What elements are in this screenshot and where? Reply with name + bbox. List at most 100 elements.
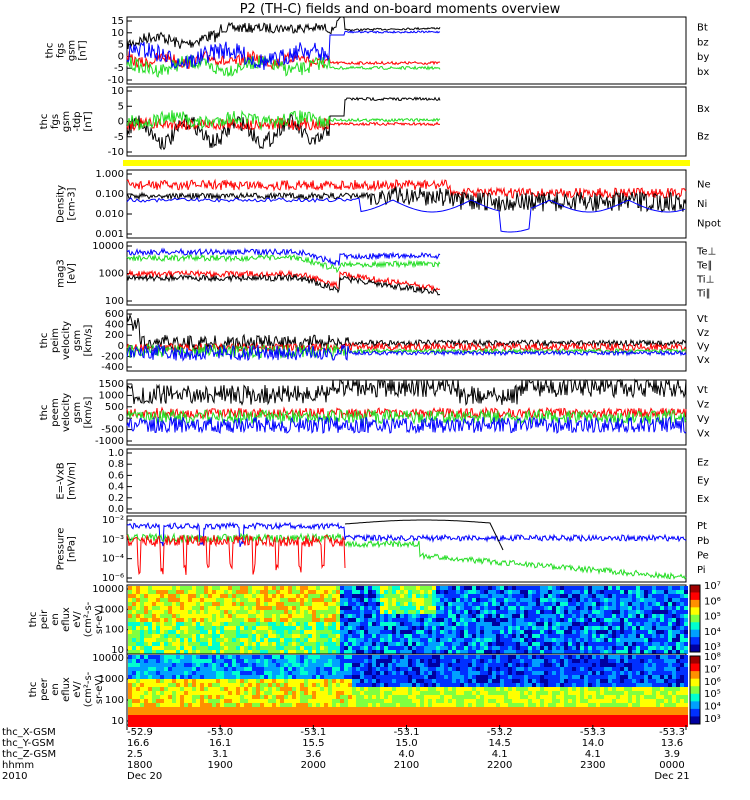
y-label: (cm²-s-	[83, 601, 94, 637]
series-Bz	[126, 116, 441, 132]
x-row-label: thc_Z-GSM	[2, 749, 56, 760]
y-tick-label: 0	[118, 117, 124, 128]
series-Vx	[126, 343, 687, 362]
x-tick-label: -52.9	[127, 727, 153, 738]
series-Vz	[126, 341, 687, 353]
y-tick-label: 1000	[99, 604, 124, 615]
y-label: thc	[39, 333, 50, 349]
colorbar-cell	[690, 585, 700, 593]
colorbar-cell	[690, 592, 700, 601]
y-label: [nT]	[78, 40, 89, 60]
legend-Te⊥: Te⊥	[696, 247, 716, 258]
y-tick-label: 500	[105, 402, 124, 413]
x-tick-label: 2300	[580, 760, 605, 771]
x-tick-label: -53.2	[487, 727, 513, 738]
y-label: fgs	[50, 114, 61, 129]
legend-Bx: Bx	[697, 104, 710, 115]
legend-Pi: Pi	[697, 565, 706, 576]
legend-Bz: Bz	[697, 131, 709, 142]
colorbar-label: 10⁷	[704, 581, 721, 592]
colorbar-label: 10⁵	[704, 612, 721, 623]
x-tick-label: Dec 21	[654, 771, 689, 782]
y-label: thc	[28, 612, 39, 628]
y-label: (cm²-s-	[83, 671, 94, 707]
x-tick-label: Dec 20	[127, 771, 162, 782]
y-tick-label: -200	[101, 351, 124, 362]
y-label: peer	[39, 677, 50, 701]
legend-Pt: Pt	[697, 521, 707, 532]
x-tick-label: 4.1	[585, 749, 601, 760]
colorbar-label: 10³	[704, 714, 721, 725]
colorbar-cell	[690, 686, 700, 695]
y-tick-label: 10	[111, 28, 124, 39]
y-tick-label: 5	[118, 40, 124, 51]
y-tick-label: 0.8	[108, 459, 124, 470]
y-tick-label: 0.4	[108, 482, 124, 493]
x-tick-label: -53.1	[300, 727, 326, 738]
legend-Bt: Bt	[697, 22, 708, 33]
y-label: [km/s]	[83, 396, 94, 428]
y-label: thc	[39, 405, 50, 421]
panel-frame-p8	[126, 448, 687, 514]
colorbar-frame	[689, 584, 701, 653]
colorbar-cell	[690, 671, 700, 680]
colorbar-frame	[689, 655, 701, 725]
y-tick-label: 0.0	[108, 504, 124, 515]
spectrogram-p10	[128, 586, 688, 654]
y-tick-label: 0.001	[95, 229, 124, 240]
colorbar-cell	[690, 607, 700, 616]
legend-Vz: Vz	[697, 399, 709, 410]
y-tick-label: 100	[105, 296, 124, 307]
series-Vt	[126, 378, 687, 406]
y-tick-label: 15	[111, 16, 124, 27]
x-tick-label: -53.1	[394, 727, 420, 738]
x-tick-label: 13.6	[661, 738, 683, 749]
x-tick-label: -53.0	[207, 727, 233, 738]
x-tick-label: 16.6	[127, 738, 149, 749]
y-tick-label: 0.100	[95, 189, 124, 200]
colorbar-cell	[690, 656, 700, 665]
series-Bx	[126, 96, 441, 151]
y-label: [mV/m]	[67, 462, 78, 500]
y-tick-label: 1000	[99, 674, 124, 685]
y-tick-label: 400	[105, 320, 124, 331]
legend-Npot: Npot	[697, 218, 721, 229]
y-tick-label: 1.0	[108, 448, 124, 459]
y-label: en	[50, 613, 61, 626]
legend-Vt: Vt	[697, 385, 708, 396]
y-label: thc	[28, 682, 39, 698]
y-label: [nPa]	[67, 536, 78, 562]
y-label: gsm	[67, 40, 78, 61]
series-Bz2	[126, 109, 441, 132]
y-label: [eV]	[67, 263, 78, 284]
legend-Ey: Ey	[697, 476, 709, 487]
y-label: gsm	[61, 111, 72, 132]
legend-Vy: Vy	[697, 414, 710, 425]
x-row-label: 2010	[2, 771, 27, 782]
y-label: en	[50, 683, 61, 696]
colorbar-label: 10⁵	[704, 689, 721, 700]
series-Ni	[126, 186, 687, 213]
x-tick-label: 16.1	[209, 738, 231, 749]
y-label: Pressure	[56, 528, 67, 571]
legend-Vx: Vx	[697, 355, 710, 366]
y-tick-label: 1500	[99, 379, 124, 390]
y-label: [cm-3]	[67, 187, 78, 220]
x-tick-label: -53.3	[659, 727, 685, 738]
x-tick-label: 15.0	[395, 738, 417, 749]
x-tick-label: 2.5	[127, 749, 143, 760]
y-label: gsm	[72, 330, 83, 351]
x-tick-label: 3.1	[212, 749, 228, 760]
spectrogram-p11	[128, 655, 688, 727]
x-tick-label: 0000	[659, 760, 684, 771]
x-tick-label: 1900	[207, 760, 232, 771]
y-tick-label: -10	[108, 147, 124, 158]
series-Pb	[126, 533, 346, 575]
x-tick-label: 15.5	[302, 738, 324, 749]
legend-Ti⊥: Ti⊥	[696, 275, 714, 286]
colorbar-cell	[690, 629, 700, 638]
x-tick-label: 1800	[127, 760, 152, 771]
legend-Pe: Pe	[697, 551, 709, 562]
colorbar-cell	[690, 622, 700, 631]
colorbar-cell	[690, 614, 700, 623]
